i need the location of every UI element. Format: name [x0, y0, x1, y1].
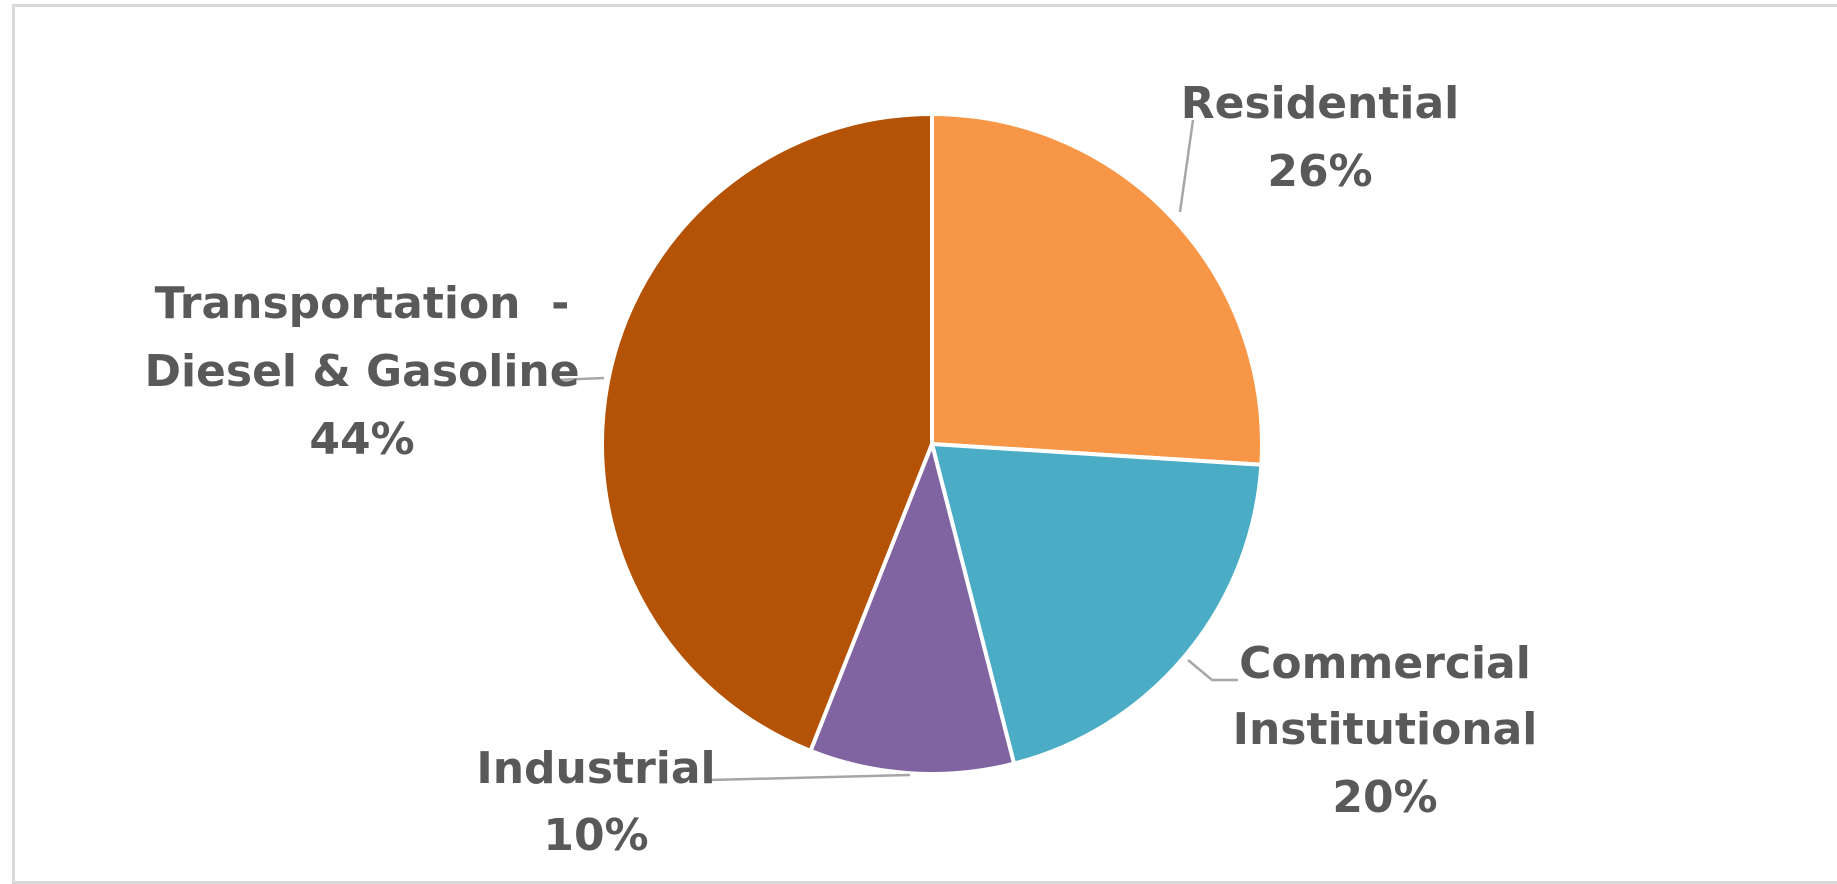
- slice-label-transportation-line1: Transportation -: [155, 278, 570, 329]
- pie-slices: [600, 111, 1264, 776]
- slice-label-commercial-line1: Commercial: [1239, 638, 1531, 689]
- slice-label-commercial-line2: Institutional: [1233, 704, 1538, 755]
- slice-percent-residential: 26%: [1267, 146, 1372, 197]
- pie-slice-commercial: [929, 441, 1264, 767]
- leader-line-transportation: [555, 376, 605, 382]
- slice-percent-transportation: 44%: [309, 414, 414, 465]
- leader-line-industrial: [709, 773, 911, 782]
- leader-lines: [555, 119, 1238, 782]
- slice-percent-commercial: 20%: [1332, 772, 1437, 823]
- leader-line-commercial: [1187, 659, 1238, 682]
- slice-label-industrial: Industrial: [476, 743, 715, 794]
- leader-line-residential: [1178, 119, 1195, 213]
- slice-label-residential: Residential: [1181, 78, 1460, 129]
- slice-percent-industrial: 10%: [543, 810, 648, 861]
- slice-label-transportation-line2: Diesel & Gasoline: [144, 346, 579, 397]
- data-labels: Residential 26% Commercial Institutional…: [144, 78, 1537, 861]
- pie-slice-industrial: [807, 437, 1017, 776]
- pie-slice-residential: [930, 111, 1264, 467]
- pie-slice-transportation: [600, 111, 934, 754]
